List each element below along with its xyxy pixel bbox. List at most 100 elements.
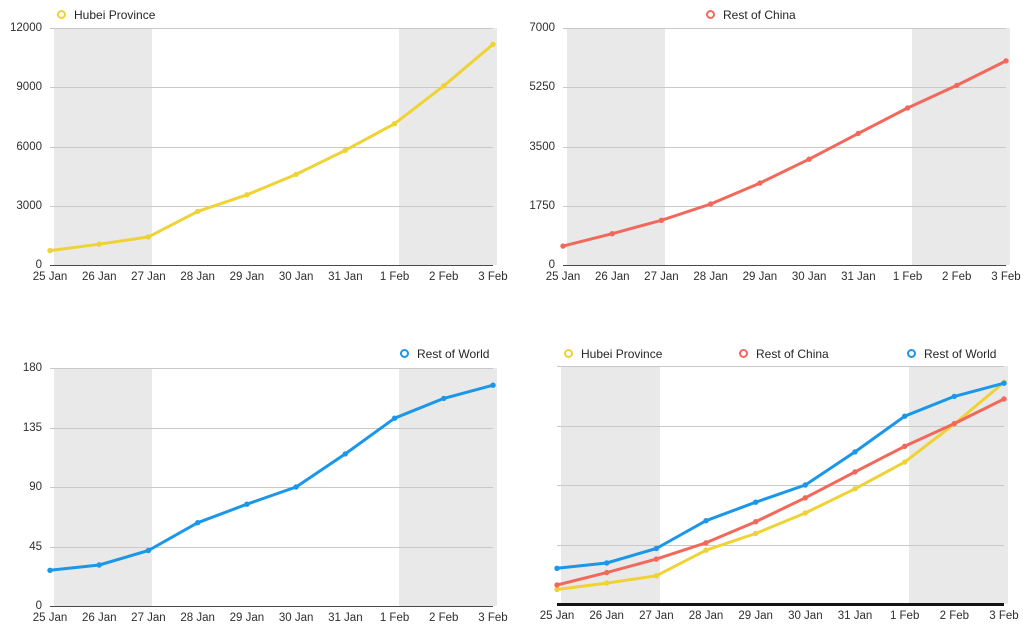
gridline <box>563 205 1006 207</box>
x-tick-label: 26 Jan <box>81 612 117 624</box>
data-point <box>703 547 709 553</box>
x-tick-label: 28 Jan <box>180 612 215 624</box>
x-tick-label: 27 Jan <box>639 610 674 622</box>
x-tick-label: 28 Jan <box>693 271 728 283</box>
data-point <box>342 451 348 457</box>
series-lines-svg <box>47 382 496 573</box>
data-point <box>802 510 808 516</box>
series-lines-svg <box>554 379 1007 593</box>
gridline <box>557 544 1004 546</box>
y-tick-label: 3000 <box>16 199 42 212</box>
x-tick-label: 29 Jan <box>738 610 773 622</box>
legend-label: Rest of World <box>924 347 997 361</box>
data-point <box>342 147 348 153</box>
data-point <box>145 234 152 240</box>
x-tick-label: 1 Feb <box>892 271 923 283</box>
data-point <box>609 231 615 237</box>
data-point <box>708 201 714 207</box>
series-lines-svg <box>560 58 1009 249</box>
x-tick-label: 28 Jan <box>688 610 724 622</box>
x-tick-label: 2 Feb <box>429 271 459 283</box>
data-point <box>554 586 560 593</box>
x-tick-label: 30 Jan <box>788 610 823 622</box>
gridline <box>50 487 493 488</box>
data-point <box>753 499 759 505</box>
gridline <box>563 28 1006 29</box>
x-tick-label: 1 Feb <box>379 271 410 283</box>
gridline <box>50 146 493 148</box>
data-point <box>802 482 808 488</box>
legend-label: Rest of China <box>723 8 796 22</box>
x-tick-label: 31 Jan <box>328 612 363 624</box>
x-tick-label: 2 Feb <box>942 271 972 283</box>
gridline <box>50 546 493 548</box>
series-line-hubei-province <box>555 380 1006 591</box>
data-point <box>441 395 447 402</box>
legend-label: Hubei Province <box>74 8 156 22</box>
y-tick-label: 0 <box>548 259 555 271</box>
data-point <box>244 192 250 198</box>
data-point <box>703 540 709 546</box>
legend-ring-icon <box>739 349 748 358</box>
gridline <box>557 366 1004 367</box>
x-tick-label: 31 Jan <box>841 271 876 283</box>
x-tick-label: 25 Jan <box>539 610 575 622</box>
data-point <box>902 443 908 449</box>
x-axis-line <box>50 265 493 267</box>
data-point <box>490 41 496 47</box>
x-tick-label: 3 Feb <box>478 612 508 624</box>
series-line-rest-of-china <box>555 397 1006 587</box>
x-tick-label: 27 Jan <box>131 612 166 624</box>
x-tick-label: 30 Jan <box>791 271 827 283</box>
data-point <box>47 567 53 573</box>
y-tick-label: 6000 <box>16 140 42 153</box>
gridline <box>563 87 1006 89</box>
data-point <box>604 560 610 566</box>
series-line-rest-of-china <box>561 59 1008 248</box>
data-point <box>855 130 861 137</box>
data-point <box>96 241 102 247</box>
x-tick-label: 25 Jan <box>32 612 68 624</box>
x-tick-label: 25 Jan <box>545 271 581 283</box>
data-point <box>604 569 610 576</box>
data-point <box>951 393 957 400</box>
x-tick-label: 30 Jan <box>278 271 314 283</box>
data-point <box>852 469 858 475</box>
x-axis-line <box>50 606 493 608</box>
x-tick-label: 3 Feb <box>991 271 1021 283</box>
gridline <box>50 427 493 429</box>
series-lines-svg <box>47 41 496 254</box>
data-point <box>554 565 560 571</box>
data-point <box>244 501 250 507</box>
legend-ring-icon <box>706 10 715 19</box>
data-point <box>1001 380 1007 386</box>
gridline <box>50 368 493 369</box>
x-tick-label: 27 Jan <box>644 271 679 283</box>
y-tick-label: 3500 <box>529 140 555 153</box>
data-point <box>604 580 610 586</box>
data-point <box>852 449 858 455</box>
y-tick-label: 9000 <box>16 81 42 94</box>
data-point <box>757 180 763 186</box>
x-axis-line <box>563 265 1006 267</box>
y-tick-label: 5250 <box>529 81 555 94</box>
series-line-hubei-province <box>48 42 495 253</box>
data-point <box>902 413 908 419</box>
data-point <box>560 243 566 249</box>
data-point <box>293 484 299 490</box>
data-point <box>653 545 659 552</box>
data-point <box>391 415 398 421</box>
x-tick-label: 1 Feb <box>889 610 920 622</box>
legend-label: Rest of World <box>417 347 490 361</box>
data-point <box>753 519 759 525</box>
series-line-rest-of-world <box>48 383 495 572</box>
data-point <box>391 121 398 127</box>
data-point <box>195 208 201 215</box>
x-tick-label: 28 Jan <box>180 271 215 283</box>
x-tick-label: 26 Jan <box>594 271 630 283</box>
data-point <box>441 83 447 89</box>
